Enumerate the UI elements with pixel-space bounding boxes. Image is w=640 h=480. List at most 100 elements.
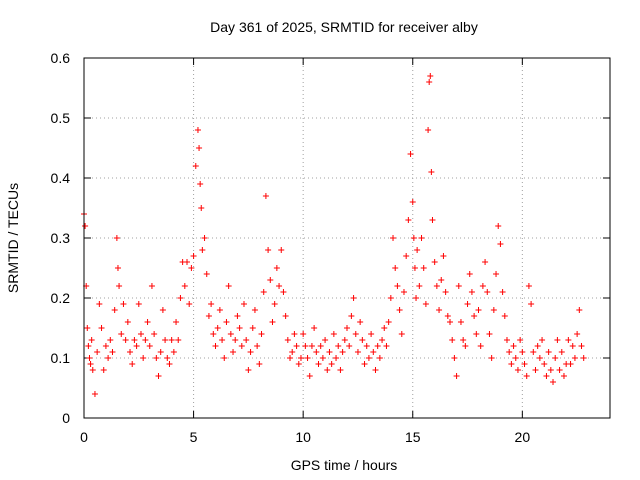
data-point bbox=[199, 247, 206, 253]
data-point bbox=[214, 325, 221, 331]
data-point bbox=[116, 283, 123, 289]
data-point bbox=[464, 301, 471, 307]
data-point bbox=[91, 391, 98, 397]
data-point bbox=[173, 319, 180, 325]
x-tick-label: 5 bbox=[190, 429, 198, 445]
data-point bbox=[414, 247, 421, 253]
data-point bbox=[451, 355, 458, 361]
data-point bbox=[352, 331, 359, 337]
data-point bbox=[400, 289, 407, 295]
data-point bbox=[114, 265, 121, 271]
data-point bbox=[122, 337, 129, 343]
data-point bbox=[230, 349, 237, 355]
data-point bbox=[475, 307, 482, 313]
data-point bbox=[102, 343, 109, 349]
data-point bbox=[82, 223, 89, 229]
data-point bbox=[339, 349, 346, 355]
data-point bbox=[124, 319, 131, 325]
y-tick-label: 0.4 bbox=[51, 170, 71, 186]
data-point bbox=[194, 127, 201, 133]
data-point bbox=[488, 355, 495, 361]
data-point bbox=[164, 355, 171, 361]
data-point bbox=[387, 295, 394, 301]
data-point bbox=[328, 361, 335, 367]
data-point bbox=[341, 337, 348, 343]
data-point bbox=[151, 331, 158, 337]
data-point bbox=[350, 295, 357, 301]
data-point bbox=[184, 259, 191, 265]
data-point bbox=[280, 289, 287, 295]
data-point bbox=[344, 325, 350, 331]
data-point bbox=[552, 355, 559, 361]
data-point bbox=[479, 283, 486, 289]
data-point bbox=[240, 301, 247, 307]
data-point bbox=[405, 217, 412, 223]
data-point bbox=[271, 301, 278, 307]
data-point bbox=[495, 223, 502, 229]
data-point bbox=[468, 289, 475, 295]
data-point bbox=[234, 313, 241, 319]
data-point bbox=[438, 277, 445, 283]
data-point bbox=[137, 331, 144, 337]
data-point bbox=[216, 307, 223, 313]
data-point bbox=[428, 169, 435, 175]
data-point bbox=[262, 193, 269, 199]
data-point bbox=[168, 337, 175, 343]
data-point bbox=[300, 331, 307, 337]
data-point bbox=[205, 313, 212, 319]
y-axis-label: SRMTID / TECUs bbox=[5, 183, 21, 293]
data-point bbox=[157, 349, 164, 355]
data-point bbox=[227, 331, 234, 337]
data-point bbox=[232, 337, 239, 343]
data-point bbox=[289, 349, 296, 355]
data-point bbox=[541, 361, 548, 367]
y-tick-label: 0.2 bbox=[51, 290, 71, 306]
data-point bbox=[354, 349, 361, 355]
data-point bbox=[94, 349, 101, 355]
data-point bbox=[427, 73, 434, 79]
data-point bbox=[203, 271, 210, 277]
data-point bbox=[86, 355, 93, 361]
data-point bbox=[390, 235, 397, 241]
data-point bbox=[506, 349, 513, 355]
data-point bbox=[265, 247, 272, 253]
y-tick-label: 0.3 bbox=[51, 230, 71, 246]
data-point bbox=[536, 355, 543, 361]
data-point bbox=[306, 373, 313, 379]
data-point bbox=[196, 145, 203, 151]
data-point bbox=[111, 307, 118, 313]
data-point bbox=[155, 373, 162, 379]
data-point bbox=[409, 199, 416, 205]
data-point bbox=[236, 325, 243, 331]
y-tick-label: 0.5 bbox=[51, 110, 71, 126]
data-point bbox=[565, 337, 572, 343]
data-point bbox=[113, 235, 120, 241]
data-point bbox=[322, 337, 329, 343]
data-point bbox=[514, 367, 521, 373]
data-point bbox=[273, 265, 280, 271]
data-point bbox=[254, 343, 261, 349]
data-point bbox=[297, 355, 304, 361]
data-point bbox=[135, 301, 142, 307]
data-point bbox=[319, 355, 326, 361]
data-point bbox=[471, 313, 478, 319]
data-point bbox=[530, 349, 537, 355]
data-point bbox=[381, 325, 388, 331]
data-point bbox=[295, 361, 302, 367]
data-point bbox=[85, 343, 92, 349]
data-point bbox=[181, 283, 188, 289]
data-point bbox=[177, 295, 184, 301]
data-point bbox=[287, 355, 294, 361]
data-point bbox=[447, 319, 454, 325]
data-point bbox=[501, 313, 508, 319]
data-point bbox=[510, 343, 517, 349]
data-point bbox=[539, 337, 546, 343]
data-point bbox=[293, 343, 300, 349]
y-tick-label: 0.1 bbox=[51, 350, 71, 366]
data-point bbox=[374, 343, 381, 349]
data-point bbox=[166, 361, 173, 367]
data-point bbox=[89, 367, 96, 373]
data-point bbox=[317, 343, 324, 349]
data-point bbox=[436, 307, 443, 313]
data-point bbox=[370, 349, 377, 355]
